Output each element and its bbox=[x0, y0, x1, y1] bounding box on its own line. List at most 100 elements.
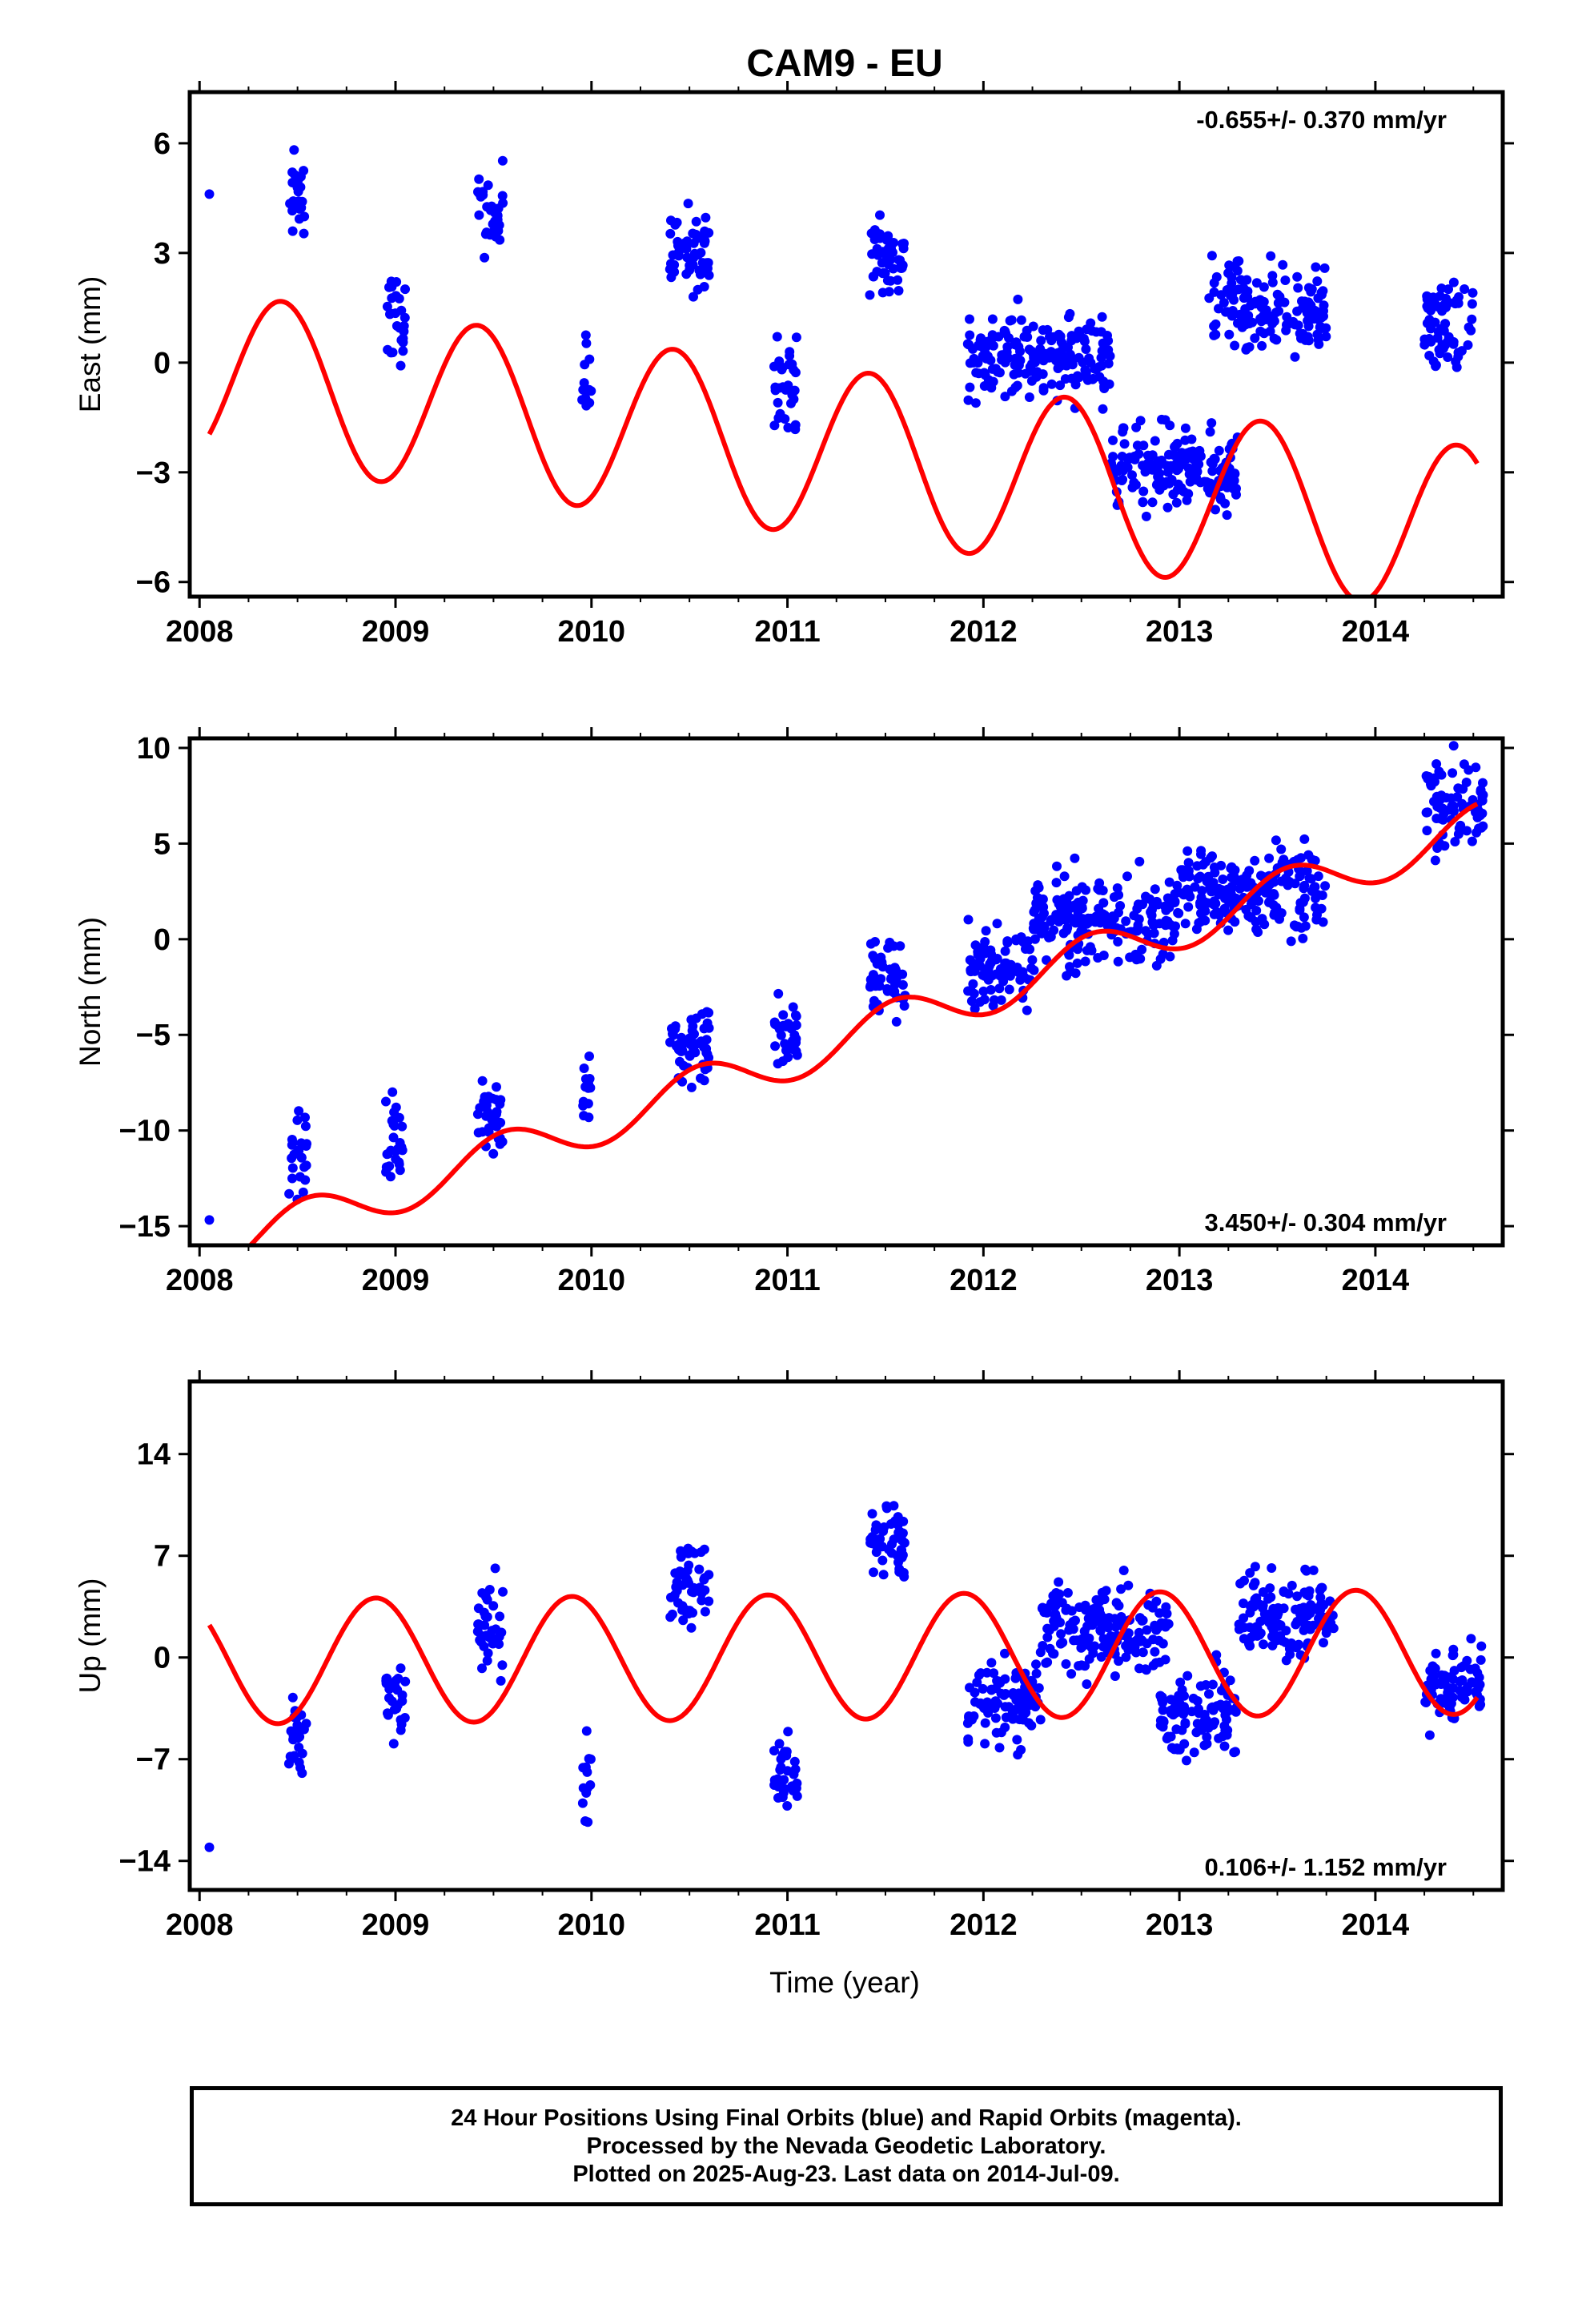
data-point bbox=[1109, 892, 1119, 903]
north-rate-annotation: 3.450+/- 0.304 mm/yr bbox=[1205, 1208, 1447, 1236]
data-point bbox=[895, 255, 905, 265]
data-point bbox=[1182, 884, 1192, 895]
data-point bbox=[493, 226, 504, 236]
data-point bbox=[1439, 326, 1449, 336]
data-point bbox=[1157, 414, 1166, 424]
data-point bbox=[1255, 296, 1265, 307]
data-point bbox=[1199, 897, 1210, 907]
data-point bbox=[874, 981, 885, 991]
data-point bbox=[1428, 1672, 1439, 1682]
data-point bbox=[982, 1667, 992, 1678]
data-point bbox=[474, 210, 484, 220]
data-point bbox=[1467, 836, 1477, 846]
data-point bbox=[1468, 287, 1478, 298]
data-point bbox=[299, 166, 309, 176]
data-point bbox=[986, 1658, 997, 1668]
data-point bbox=[673, 1598, 683, 1608]
data-point bbox=[1435, 814, 1446, 824]
data-point bbox=[1118, 474, 1128, 485]
data-point bbox=[1316, 903, 1327, 914]
data-point bbox=[1036, 336, 1046, 346]
data-point bbox=[1219, 1703, 1228, 1714]
data-point bbox=[1432, 332, 1443, 343]
data-point bbox=[1177, 1685, 1187, 1695]
data-point bbox=[481, 1111, 492, 1121]
data-point bbox=[475, 1635, 485, 1645]
data-point bbox=[1102, 331, 1112, 340]
data-point bbox=[671, 1582, 681, 1592]
data-point bbox=[1478, 778, 1488, 788]
x-tick-label: 2009 bbox=[362, 1908, 430, 1942]
data-point bbox=[1214, 304, 1223, 314]
data-point bbox=[1290, 320, 1300, 330]
data-point bbox=[1147, 1602, 1158, 1613]
data-point bbox=[483, 180, 493, 191]
data-point bbox=[472, 1626, 483, 1637]
data-point bbox=[1463, 340, 1473, 350]
data-point bbox=[1209, 287, 1219, 297]
data-point bbox=[791, 1020, 801, 1031]
data-point bbox=[787, 390, 797, 400]
data-point bbox=[1051, 1612, 1062, 1622]
data-point bbox=[785, 351, 795, 361]
data-point bbox=[1283, 1589, 1294, 1599]
data-point bbox=[899, 1538, 909, 1548]
data-point bbox=[967, 1715, 977, 1725]
data-point bbox=[1211, 319, 1221, 329]
data-point bbox=[773, 397, 783, 408]
data-point bbox=[1248, 1602, 1259, 1612]
data-point bbox=[482, 1612, 492, 1622]
data-point bbox=[1027, 955, 1038, 965]
data-point bbox=[1448, 277, 1459, 287]
data-point bbox=[790, 368, 801, 378]
data-point bbox=[966, 996, 977, 1007]
data-point bbox=[1131, 422, 1142, 432]
data-point bbox=[973, 340, 983, 351]
data-point bbox=[1464, 765, 1474, 775]
data-point bbox=[963, 1737, 974, 1747]
data-point bbox=[1252, 1630, 1263, 1641]
data-point bbox=[1032, 924, 1042, 935]
data-point bbox=[1078, 333, 1089, 344]
data-point bbox=[1309, 1604, 1319, 1614]
data-point bbox=[788, 1786, 798, 1795]
data-point bbox=[978, 1701, 988, 1711]
data-point bbox=[295, 1172, 305, 1182]
data-point bbox=[1296, 853, 1306, 863]
data-point bbox=[1313, 871, 1323, 882]
data-point bbox=[871, 1520, 881, 1530]
data-point bbox=[772, 332, 782, 342]
data-point bbox=[769, 420, 780, 431]
data-point bbox=[678, 1615, 689, 1626]
data-point bbox=[1292, 1591, 1303, 1602]
y-tick-label: 7 bbox=[154, 1540, 171, 1574]
data-point bbox=[1038, 894, 1048, 904]
data-point bbox=[1072, 958, 1082, 968]
data-point bbox=[1223, 925, 1234, 935]
data-point bbox=[1038, 1641, 1048, 1651]
data-point bbox=[774, 383, 785, 393]
data-point bbox=[1084, 353, 1094, 364]
data-point bbox=[287, 1173, 297, 1184]
data-point bbox=[677, 239, 687, 249]
up-y-axis-label: Up (mm) bbox=[74, 1578, 106, 1694]
data-point bbox=[474, 188, 484, 199]
data-point bbox=[1283, 880, 1293, 891]
data-point bbox=[1121, 916, 1131, 927]
data-point bbox=[880, 268, 890, 279]
data-point bbox=[1193, 874, 1203, 884]
data-point bbox=[1420, 1697, 1431, 1707]
data-point bbox=[1095, 1626, 1106, 1636]
data-point bbox=[1154, 1608, 1165, 1618]
data-point bbox=[1271, 835, 1281, 846]
data-point bbox=[1054, 1577, 1064, 1587]
data-point bbox=[686, 1622, 697, 1633]
data-point bbox=[1205, 478, 1215, 489]
data-point bbox=[580, 330, 591, 340]
data-point bbox=[686, 1082, 697, 1092]
data-point bbox=[1234, 256, 1244, 266]
data-point bbox=[691, 216, 701, 227]
data-point bbox=[1068, 354, 1078, 364]
data-point bbox=[1110, 1671, 1120, 1681]
data-point bbox=[1061, 1659, 1071, 1669]
